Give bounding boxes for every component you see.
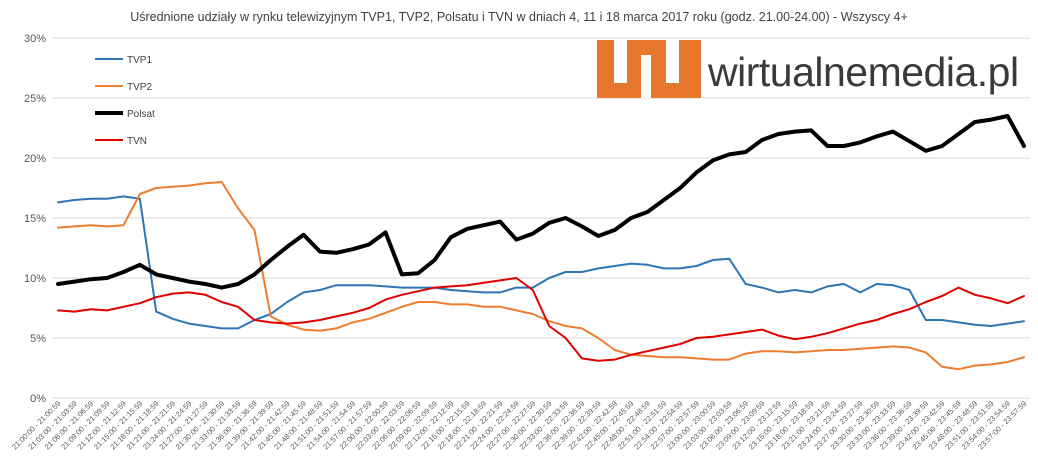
y-tick-label: 0% (30, 393, 46, 405)
legend-label-polsat: Polsat (127, 109, 155, 120)
y-tick-label: 5% (30, 333, 46, 345)
logo-brand-text: wirtualnemedia.pl (707, 49, 1019, 95)
y-tick-label: 25% (24, 93, 46, 105)
wirtualnemedia-logo: wirtualnemedia.pl (597, 40, 1019, 98)
legend: TVP1 TVP2 Polsat TVN (95, 55, 155, 147)
y-tick-label: 10% (24, 273, 46, 285)
chart-title: Uśrednione udziały w rynku telewizyjnym … (130, 10, 908, 24)
series-line-tvp1 (57, 195, 1025, 330)
series-line-tvp2 (57, 181, 1025, 371)
series-line-polsat (56, 114, 1026, 290)
y-tick-label: 20% (24, 153, 46, 165)
y-axis-ticks: 0% 5% 10% 15% 20% 25% 30% (24, 33, 46, 405)
series (56, 114, 1026, 371)
series-line-tvn (57, 277, 1025, 362)
y-tick-label: 15% (24, 213, 46, 225)
legend-label-tvn: TVN (127, 136, 147, 147)
legend-label-tvp1: TVP1 (127, 55, 152, 66)
y-tick-label: 30% (24, 33, 46, 45)
legend-label-tvp2: TVP2 (127, 82, 152, 93)
grid (52, 37, 1030, 399)
wm-logo-icon (597, 40, 701, 98)
